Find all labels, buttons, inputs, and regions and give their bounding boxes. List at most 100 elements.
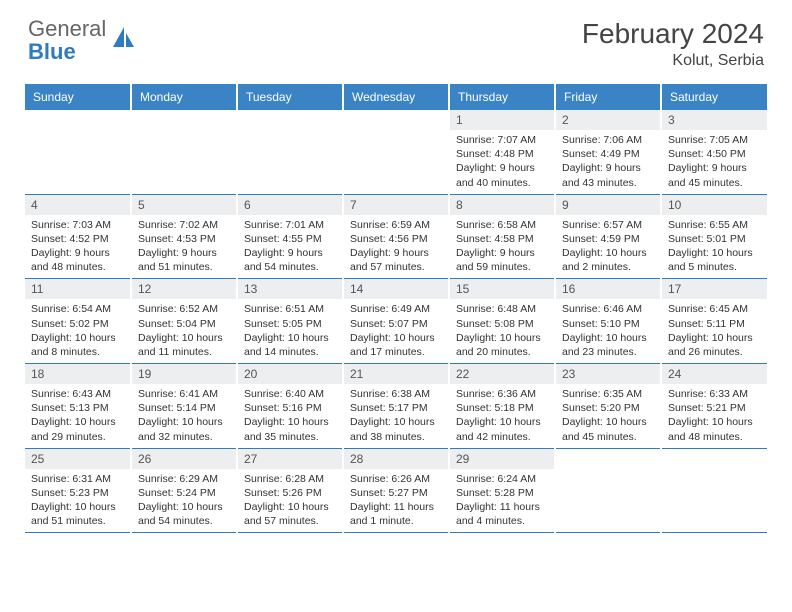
calendar-header-row: SundayMondayTuesdayWednesdayThursdayFrid… [25,84,767,110]
sunset-line: Sunset: 5:16 PM [244,401,336,415]
day-number: 17 [662,279,767,299]
day-number: 10 [662,195,767,215]
daylight-line-1: Daylight: 9 hours [350,246,442,260]
day-number: 3 [662,110,767,130]
day-details: Sunrise: 6:38 AMSunset: 5:17 PMDaylight:… [344,384,448,448]
sunset-line: Sunset: 5:26 PM [244,486,336,500]
calendar-week-row: 18Sunrise: 6:43 AMSunset: 5:13 PMDayligh… [25,364,767,449]
sunrise-line: Sunrise: 6:41 AM [138,387,230,401]
calendar-day-cell: 23Sunrise: 6:35 AMSunset: 5:20 PMDayligh… [555,364,661,449]
day-details: Sunrise: 6:35 AMSunset: 5:20 PMDaylight:… [556,384,660,448]
logo-sail-icon [110,25,136,56]
daylight-line-1: Daylight: 10 hours [244,331,336,345]
day-number: 13 [238,279,342,299]
day-number: 2 [556,110,660,130]
calendar-day-cell: 20 Sunrise: 6:40 AMSunset: 5:16 PMDayligh… [237,364,343,449]
sunrise-line: Sunrise: 6:28 AM [244,472,336,486]
day-number: 7 [344,195,448,215]
daylight-line-1: Daylight: 9 hours [456,246,548,260]
day-number: 23 [556,364,660,384]
daylight-line-1: Daylight: 10 hours [562,246,654,260]
daylight-line-1: Daylight: 9 hours [562,161,654,175]
calendar-day-cell: 29Sunrise: 6:24 AMSunset: 5:28 PMDayligh… [449,448,555,533]
daylight-line-1: Daylight: 10 hours [456,331,548,345]
day-number: 19 [132,364,236,384]
day-details: Sunrise: 7:03 AMSunset: 4:52 PMDaylight:… [25,215,130,279]
daylight-line-1: Daylight: 10 hours [138,331,230,345]
day-details: Sunrise: 7:06 AMSunset: 4:49 PMDaylight:… [556,130,660,194]
sunrise-line: Sunrise: 6:38 AM [350,387,442,401]
daylight-line-2: and 8 minutes. [31,345,124,359]
day-details: Sunrise: 7:01 AMSunset: 4:55 PMDaylight:… [238,215,342,279]
logo-text-general: General [28,16,106,41]
calendar-day-cell: 22Sunrise: 6:36 AMSunset: 5:18 PMDayligh… [449,364,555,449]
daylight-line-2: and 59 minutes. [456,260,548,274]
day-details: Sunrise: 6:24 AMSunset: 5:28 PMDaylight:… [450,469,554,533]
sunrise-line: Sunrise: 7:02 AM [138,218,230,232]
day-number: 6 [238,195,342,215]
daylight-line-1: Daylight: 10 hours [31,500,124,514]
sunrise-line: Sunrise: 6:40 AM [244,387,336,401]
sunrise-line: Sunrise: 7:01 AM [244,218,336,232]
sunset-line: Sunset: 5:20 PM [562,401,654,415]
daylight-line-2: and 54 minutes. [138,514,230,528]
calendar-empty-cell [131,110,237,194]
daylight-line-1: Daylight: 11 hours [456,500,548,514]
daylight-line-2: and 43 minutes. [562,176,654,190]
calendar-day-cell: 1Sunrise: 7:07 AMSunset: 4:48 PMDaylight… [449,110,555,194]
day-details: Sunrise: 6:31 AMSunset: 5:23 PMDaylight:… [25,469,130,533]
daylight-line-2: and 23 minutes. [562,345,654,359]
day-number: 16 [556,279,660,299]
sunrise-line: Sunrise: 6:45 AM [668,302,761,316]
sunset-line: Sunset: 5:02 PM [31,317,124,331]
sunset-line: Sunset: 4:58 PM [456,232,548,246]
day-number: 20 [238,364,342,384]
weekday-header: Sunday [25,84,131,110]
day-number: 5 [132,195,236,215]
daylight-line-2: and 38 minutes. [350,430,442,444]
calendar-day-cell: 11Sunrise: 6:54 AMSunset: 5:02 PMDayligh… [25,279,131,364]
daylight-line-1: Daylight: 9 hours [456,161,548,175]
daylight-line-2: and 51 minutes. [138,260,230,274]
sunrise-line: Sunrise: 6:26 AM [350,472,442,486]
sunset-line: Sunset: 4:55 PM [244,232,336,246]
daylight-line-2: and 14 minutes. [244,345,336,359]
calendar-day-cell: 17Sunrise: 6:45 AMSunset: 5:11 PMDayligh… [661,279,767,364]
day-details: Sunrise: 6:28 AMSunset: 5:26 PMDaylight:… [238,469,342,533]
daylight-line-1: Daylight: 11 hours [350,500,442,514]
day-details: Sunrise: 6:45 AMSunset: 5:11 PMDaylight:… [662,299,767,363]
daylight-line-1: Daylight: 10 hours [562,415,654,429]
day-details: Sunrise: 6:52 AMSunset: 5:04 PMDaylight:… [132,299,236,363]
daylight-line-2: and 4 minutes. [456,514,548,528]
calendar-empty-cell [661,448,767,533]
calendar-day-cell: 18Sunrise: 6:43 AMSunset: 5:13 PMDayligh… [25,364,131,449]
sunrise-line: Sunrise: 6:35 AM [562,387,654,401]
calendar-day-cell: 3Sunrise: 7:05 AMSunset: 4:50 PMDaylight… [661,110,767,194]
sunrise-line: Sunrise: 6:55 AM [668,218,761,232]
day-number: 9 [556,195,660,215]
day-number: 18 [25,364,130,384]
daylight-line-1: Daylight: 9 hours [31,246,124,260]
daylight-line-2: and 5 minutes. [668,260,761,274]
sunset-line: Sunset: 5:24 PM [138,486,230,500]
sunset-line: Sunset: 5:11 PM [668,317,761,331]
daylight-line-2: and 32 minutes. [138,430,230,444]
sunset-line: Sunset: 4:52 PM [31,232,124,246]
calendar-week-row: 11Sunrise: 6:54 AMSunset: 5:02 PMDayligh… [25,279,767,364]
daylight-line-1: Daylight: 10 hours [668,415,761,429]
calendar-empty-cell [25,110,131,194]
sunset-line: Sunset: 5:07 PM [350,317,442,331]
daylight-line-2: and 54 minutes. [244,260,336,274]
page-title: February 2024 [582,18,764,50]
title-block: February 2024 Kolut, Serbia [582,18,764,70]
daylight-line-1: Daylight: 10 hours [244,415,336,429]
calendar-empty-cell [555,448,661,533]
logo: General Blue [28,18,136,64]
day-details: Sunrise: 6:54 AMSunset: 5:02 PMDaylight:… [25,299,130,363]
header: General Blue February 2024 Kolut, Serbia [0,0,792,78]
calendar-day-cell: 27Sunrise: 6:28 AMSunset: 5:26 PMDayligh… [237,448,343,533]
daylight-line-1: Daylight: 10 hours [31,331,124,345]
calendar-day-cell: 7Sunrise: 6:59 AMSunset: 4:56 PMDaylight… [343,194,449,279]
daylight-line-2: and 29 minutes. [31,430,124,444]
day-number: 27 [238,449,342,469]
